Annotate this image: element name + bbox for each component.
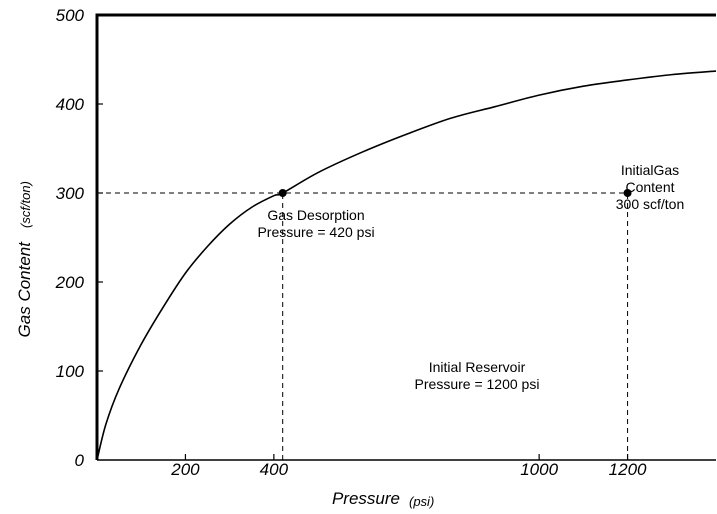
initial-reservoir-annotation-line-1: Initial Reservoir <box>429 359 526 375</box>
initial-gas-annotation-line-1: InitialGas <box>621 162 679 178</box>
desorption-point <box>278 189 287 197</box>
plot-frame <box>95 13 716 460</box>
y-tick-label: 100 <box>56 362 85 381</box>
gas-content-curve <box>96 70 717 461</box>
x-tick-label: 1000 <box>520 460 558 479</box>
y-tick-label: 400 <box>56 95 85 114</box>
initial-reservoir-annotation-line-2: Pressure = 1200 psi <box>415 376 540 392</box>
y-tick-label: 500 <box>56 6 85 25</box>
x-axis-title: Pressure <box>332 489 400 508</box>
initial-reservoir-point <box>623 189 632 197</box>
y-axis-title: Gas Content <box>15 241 34 338</box>
x-axis-unit: (psi) <box>409 494 434 509</box>
x-tick-label: 400 <box>260 460 289 479</box>
desorption-annotation-line-2: Pressure = 420 psi <box>257 224 374 240</box>
desorption-annotation-line-1: Gas Desorption <box>267 207 364 223</box>
y-axis-unit: (scf/ton) <box>18 181 33 228</box>
y-tick-label: 0 <box>75 451 85 470</box>
y-tick-label: 200 <box>55 273 85 292</box>
initial-gas-annotation-line-3: 300 scf/ton <box>616 196 685 212</box>
initial-gas-annotation-line-2: Content <box>625 179 674 195</box>
x-tick-label: 200 <box>170 460 200 479</box>
x-tick-label: 1200 <box>609 460 647 479</box>
y-tick-label: 300 <box>56 184 85 203</box>
